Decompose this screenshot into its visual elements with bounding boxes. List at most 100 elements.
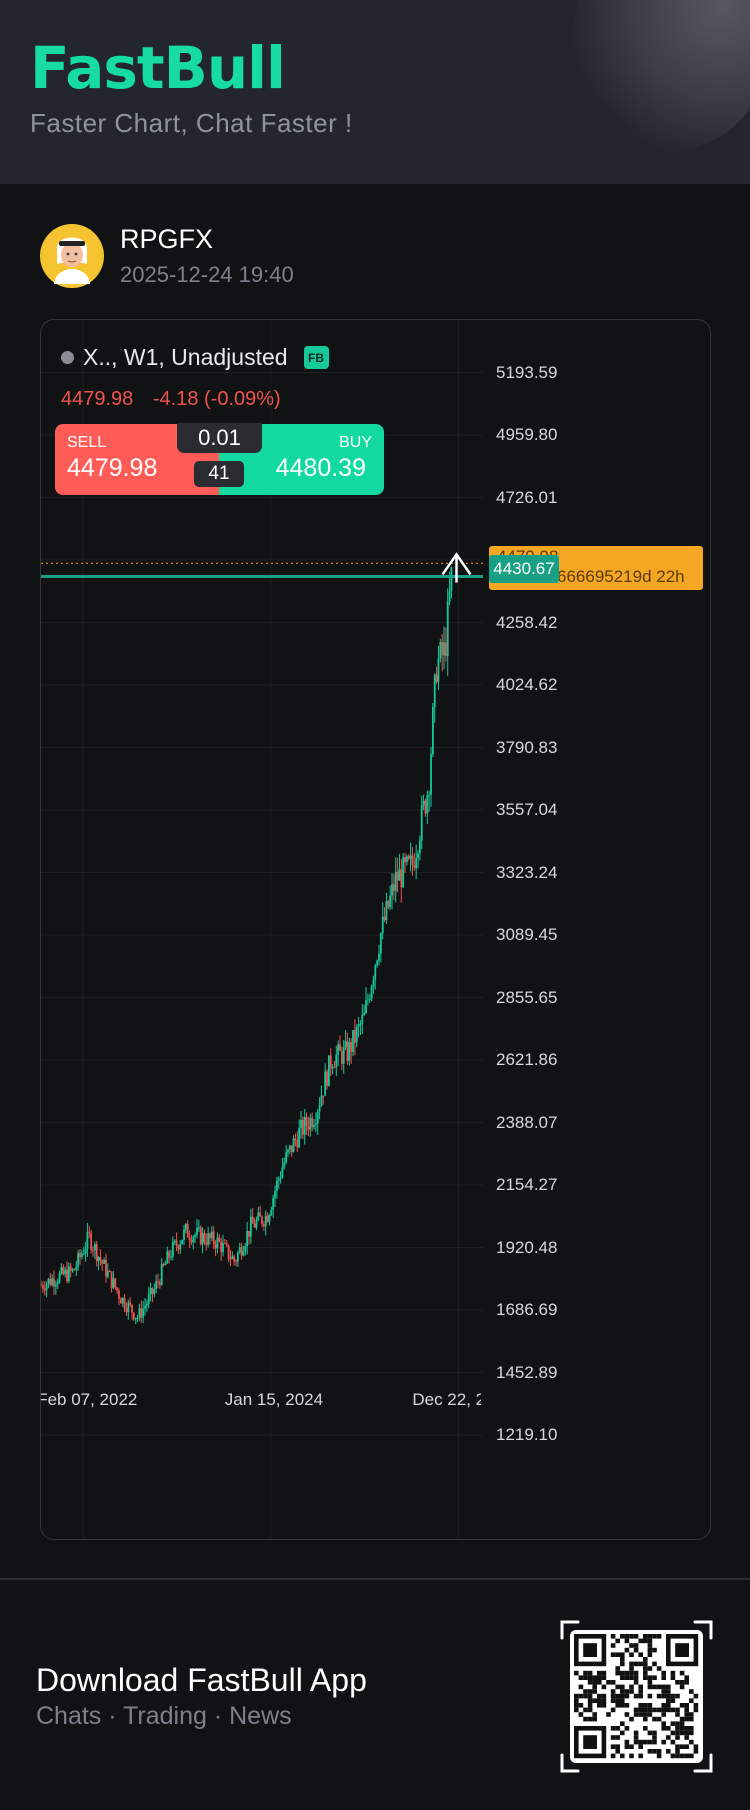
candle-body xyxy=(166,1251,169,1264)
price-change: -4.18 (-0.09%) xyxy=(152,388,281,410)
y-tick-label: 3557.04 xyxy=(496,800,558,819)
candle-body xyxy=(307,1126,310,1130)
candle-body xyxy=(333,1067,336,1069)
qr-code-icon[interactable] xyxy=(560,1620,713,1773)
y-tick-label: 1686.69 xyxy=(496,1300,558,1319)
candle-body xyxy=(294,1138,297,1141)
candle-body xyxy=(385,900,388,921)
spread-badge: 41 xyxy=(194,461,244,487)
candle-body xyxy=(287,1149,289,1153)
candle-body xyxy=(242,1251,245,1256)
y-tick-label: 2154.27 xyxy=(496,1175,558,1194)
symbol-legend[interactable]: X.., W1, Unadjusted FB xyxy=(61,344,329,371)
candle-body xyxy=(261,1216,263,1224)
candle-body xyxy=(240,1247,243,1256)
candle-body xyxy=(47,1278,50,1284)
candle-body xyxy=(216,1237,219,1249)
candle-body xyxy=(292,1138,295,1153)
candle-body xyxy=(381,916,384,934)
candle-body xyxy=(391,884,393,896)
candle-body xyxy=(346,1041,349,1061)
candle-body xyxy=(77,1252,80,1267)
candle-body xyxy=(132,1312,135,1320)
y-tick-label: 2621.86 xyxy=(496,1050,558,1069)
candle-body xyxy=(320,1095,323,1106)
candle-body xyxy=(155,1281,158,1289)
candle-body xyxy=(251,1216,254,1224)
candle-body xyxy=(374,965,377,980)
candle-body xyxy=(168,1251,171,1258)
price-chart[interactable] xyxy=(41,320,711,1540)
crosshair-price-tag: 4430.67 xyxy=(489,555,559,583)
y-tick-label: 3323.24 xyxy=(496,862,558,882)
candle-body xyxy=(106,1271,109,1277)
candle-body xyxy=(428,794,431,796)
chart-card[interactable]: X.., W1, Unadjusted FB 4479.98 -4.18 (-0… xyxy=(40,319,711,1540)
candle-body xyxy=(62,1267,65,1275)
candle-body xyxy=(41,1285,42,1287)
candle-body xyxy=(290,1145,293,1153)
avatar[interactable] xyxy=(40,224,104,288)
candle-body xyxy=(309,1117,312,1130)
lot-size-input[interactable]: 0.01 xyxy=(177,423,262,453)
quote-line: 4479.98 -4.18 (-0.09%) xyxy=(61,388,281,411)
candle-body xyxy=(355,1026,358,1043)
candle-body xyxy=(171,1241,174,1257)
candle-body xyxy=(88,1231,91,1233)
candle-body xyxy=(73,1269,76,1271)
candle-body xyxy=(153,1288,156,1295)
candle-body xyxy=(134,1317,137,1320)
username[interactable]: RPGFX xyxy=(120,224,214,254)
candle-body xyxy=(97,1256,100,1262)
candle-body xyxy=(340,1050,343,1064)
symbol-line: X.., W1, Unadjusted xyxy=(83,344,288,370)
candle-body xyxy=(430,754,432,795)
candle-body xyxy=(365,1000,367,1013)
candle-body xyxy=(101,1260,104,1264)
candle-body xyxy=(413,864,416,869)
candle-body xyxy=(129,1302,132,1305)
candle-body xyxy=(248,1230,250,1237)
candle-body xyxy=(439,642,442,659)
candle-body xyxy=(398,869,401,881)
candle-body xyxy=(316,1111,319,1124)
candle-body xyxy=(114,1278,117,1288)
y-tick-label: 4726.01 xyxy=(496,487,558,507)
sell-button[interactable]: SELL 4479.98 xyxy=(55,424,219,495)
candle-body xyxy=(433,674,436,707)
candle-body xyxy=(209,1233,211,1238)
candle-body xyxy=(402,857,405,888)
candle-body xyxy=(177,1245,180,1250)
candle-body xyxy=(142,1308,145,1318)
candle-body xyxy=(157,1281,159,1283)
y-tick-label: 4024.62 xyxy=(496,675,558,694)
footer-divider xyxy=(0,1578,750,1580)
y-tick-label: 1219.10 xyxy=(496,1425,558,1445)
candle-body xyxy=(244,1245,247,1252)
candle-body xyxy=(272,1197,275,1210)
y-tick-label: 4959.80 xyxy=(496,425,558,444)
candle-body xyxy=(361,1015,364,1025)
candle-body xyxy=(121,1297,124,1304)
candle-body xyxy=(363,1012,366,1016)
candle-body xyxy=(441,642,444,656)
candle-body xyxy=(357,1024,360,1027)
candle-body xyxy=(43,1288,46,1291)
candle-body xyxy=(379,933,382,954)
candle-body xyxy=(93,1244,96,1251)
candle-body xyxy=(56,1282,59,1285)
candle-body xyxy=(112,1278,115,1288)
candle-body xyxy=(170,1256,172,1258)
y-tick-label: 5193.59 xyxy=(496,362,558,382)
candle-body xyxy=(53,1278,55,1287)
candle-body xyxy=(108,1271,111,1273)
candle-body xyxy=(268,1215,271,1222)
download-title[interactable]: Download FastBull App xyxy=(36,1662,367,1698)
buy-label: BUY xyxy=(339,434,372,451)
candle-body xyxy=(90,1232,93,1251)
candle-body xyxy=(64,1269,67,1275)
candle-body xyxy=(285,1152,288,1163)
candle-body xyxy=(339,1044,341,1051)
candle-body xyxy=(131,1304,133,1313)
candle-body xyxy=(344,1041,347,1048)
